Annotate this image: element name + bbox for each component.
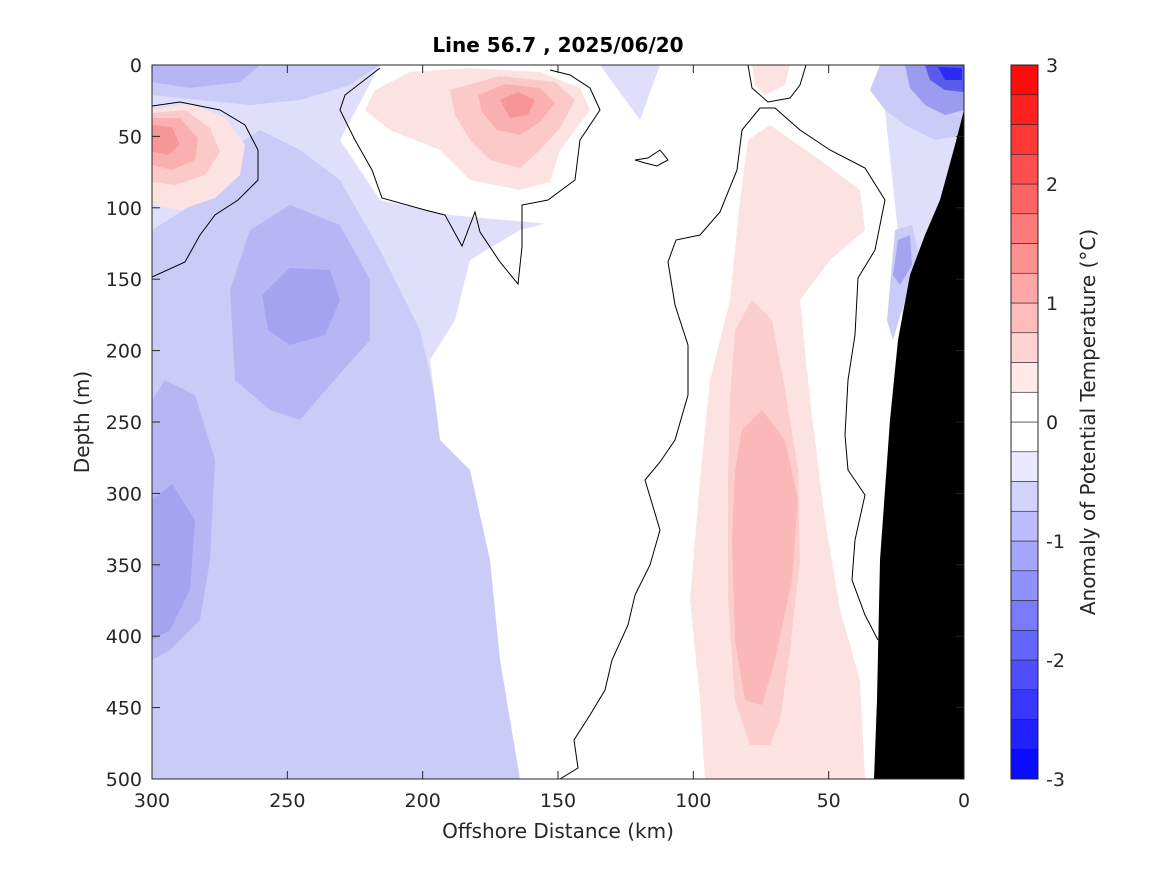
x-axis-label: Offshore Distance (km): [442, 819, 674, 843]
colorbar: 3 2 1 0 -1 -2 -3: [1010, 55, 1065, 791]
y-tick-label: 300: [106, 483, 142, 505]
colorbar-bin: [1010, 629, 1039, 661]
y-axis: 0 50 100 150 200 250 300 350 400 450 500: [106, 55, 964, 791]
colorbar-bin: [1010, 421, 1039, 453]
colorbar-tick-label: -2: [1046, 650, 1065, 672]
colorbar-bin: [1010, 243, 1039, 274]
cold-nearshore-center: [938, 67, 962, 80]
colorbar-tick-label: 2: [1046, 174, 1058, 196]
y-tick-label: 200: [106, 341, 142, 363]
y-tick-label: 50: [118, 126, 142, 148]
zero-contour-column: [559, 107, 886, 779]
cold-core-upper: [262, 268, 340, 345]
colorbar-bin: [1010, 689, 1039, 720]
colorbar-bin: [1010, 302, 1039, 334]
colorbar-tick-label: 3: [1046, 55, 1058, 77]
colorbar-bin: [1010, 94, 1039, 125]
cold-shelf-band-core: [893, 235, 912, 285]
colorbar-bin: [1010, 600, 1039, 631]
x-axis: 300 250 200 150 100 50 0: [134, 65, 970, 812]
y-axis-label: Depth (m): [70, 371, 94, 473]
colorbar-bin: [1010, 391, 1039, 423]
y-tick-label: 350: [106, 555, 142, 577]
x-tick-label: 250: [269, 790, 305, 812]
colorbar-tick-label: 1: [1046, 293, 1058, 315]
colorbar-bin: [1010, 540, 1039, 572]
colorbar-tick-label: -1: [1046, 531, 1065, 553]
chart-title: Line 56.7 , 2025/06/20: [432, 33, 683, 57]
bathymetry: [874, 110, 964, 779]
x-tick-label: 0: [958, 790, 970, 812]
colorbar-label: Anomaly of Potential Temperature (°C): [1076, 229, 1100, 615]
colorbar-bin: [1010, 451, 1039, 482]
warm-surface-nearshore: [752, 65, 790, 95]
zero-contour-surface-nearshore: [747, 65, 807, 103]
colorbar-bin: [1010, 570, 1039, 601]
plot-area: [152, 65, 964, 779]
colorbar-bin: [1010, 510, 1039, 542]
colorbar-bin: [1010, 332, 1039, 363]
cold-surface-core: [152, 65, 260, 88]
colorbar-bin: [1010, 183, 1039, 215]
y-tick-label: 100: [106, 198, 142, 220]
y-tick-label: 250: [106, 412, 142, 434]
x-tick-label: 150: [540, 790, 576, 812]
x-tick-label: 200: [405, 790, 441, 812]
zero-contour-central: [339, 67, 601, 286]
warm-region-central-center: [500, 92, 535, 118]
colorbar-bin: [1010, 362, 1039, 393]
colorbar-bin: [1010, 64, 1039, 96]
colorbar-bin: [1010, 153, 1039, 185]
x-tick-label: 300: [134, 790, 170, 812]
x-tick-label: 100: [675, 790, 711, 812]
colorbar-bin: [1010, 213, 1039, 244]
zero-contour-small: [634, 149, 669, 167]
cold-shelf-band: [887, 225, 920, 340]
y-tick-label: 150: [106, 269, 142, 291]
colorbar-tick-label: -3: [1046, 769, 1065, 791]
cold-core-west-deep: [152, 484, 195, 640]
colorbar-tick-label: 0: [1046, 412, 1058, 434]
colorbar-bin: [1010, 748, 1039, 780]
colorbar-bin: [1010, 659, 1039, 691]
colorbar-bin: [1010, 272, 1039, 304]
colorbar-bin: [1010, 124, 1039, 155]
y-tick-label: 500: [106, 769, 142, 791]
zero-contour-west: [152, 101, 259, 278]
y-tick-label: 450: [106, 698, 142, 720]
colorbar-bin: [1010, 719, 1039, 750]
colorbar-bin: [1010, 481, 1039, 512]
x-tick-label: 50: [817, 790, 841, 812]
colorbar-frame: [1010, 64, 1039, 780]
warm-column-core: [732, 410, 798, 705]
warm-region-west-center: [152, 125, 180, 155]
y-tick-label: 0: [130, 55, 142, 77]
y-tick-label: 400: [106, 626, 142, 648]
